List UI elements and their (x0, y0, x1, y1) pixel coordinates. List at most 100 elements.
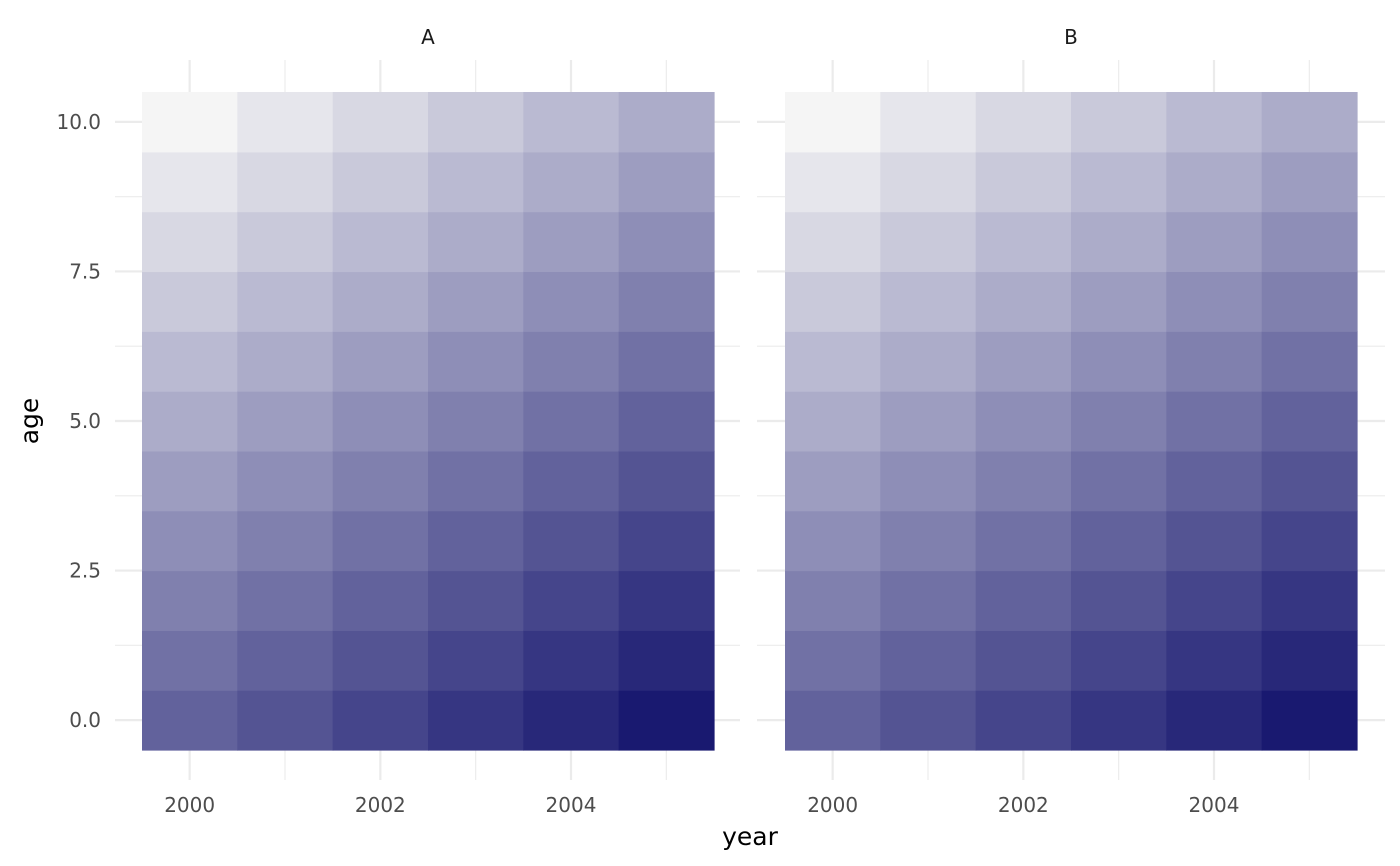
heatmap-cell (975, 331, 1072, 392)
heatmap-cell (142, 331, 238, 392)
heatmap-cell (880, 570, 977, 631)
heatmap-cell (1071, 690, 1167, 751)
heatmap-cell (142, 391, 238, 452)
heatmap-cell (1261, 211, 1358, 273)
x-tick-label: 2002 (355, 793, 406, 817)
panel-a-x-tick-labels: 2000 2002 2004 (164, 793, 596, 817)
heatmap-cell (618, 690, 715, 751)
heatmap-cell (785, 211, 881, 273)
heatmap-cell (332, 690, 429, 751)
heatmap-cell (975, 450, 1072, 512)
y-tick-label: 7.5 (69, 259, 101, 283)
heatmap-cell (237, 630, 334, 691)
heatmap-cell (785, 92, 881, 153)
heatmap-cell (1166, 510, 1263, 572)
y-tick-label: 2.5 (69, 559, 101, 583)
heatmap-cell (142, 151, 238, 213)
heatmap-cell (975, 690, 1072, 751)
x-tick-label: 2000 (164, 793, 215, 817)
heatmap-cell (975, 92, 1072, 153)
heatmap-cell (1071, 510, 1167, 572)
heatmap-cell (237, 331, 334, 392)
heatmap-cell (880, 630, 977, 691)
heatmap-cell (332, 331, 429, 392)
heatmap-cell (523, 391, 620, 452)
heatmap-cell (975, 151, 1072, 213)
heatmap-cell (523, 271, 620, 332)
panel-b-strip-label: B (1064, 25, 1078, 49)
heatmap-cell (1261, 391, 1358, 452)
heatmap-cell (332, 391, 429, 452)
heatmap-cell (785, 570, 881, 631)
heatmap-cell (428, 151, 524, 213)
heatmap-cell (618, 630, 715, 691)
heatmap-cell (975, 211, 1072, 273)
heatmap-cell (618, 331, 715, 392)
heatmap-cell (332, 510, 429, 572)
y-tick-label: 5.0 (69, 409, 101, 433)
x-tick-label: 2002 (998, 793, 1049, 817)
heatmap-cell (880, 211, 977, 273)
heatmap-cell (618, 92, 715, 153)
heatmap-cell (1166, 391, 1263, 452)
heatmap-cell (523, 690, 620, 751)
panel-b-x-tick-labels: 2000 2002 2004 (807, 793, 1239, 817)
heatmap-cell (332, 92, 429, 153)
heatmap-cell (618, 211, 715, 273)
heatmap-cell (1071, 151, 1167, 213)
heatmap-cell (618, 151, 715, 213)
panel-b-cells (785, 92, 1358, 751)
heatmap-cell (142, 630, 238, 691)
heatmap-cell (1261, 630, 1358, 691)
heatmap-cell (785, 331, 881, 392)
heatmap-cell (523, 92, 620, 153)
heatmap-cell (428, 690, 524, 751)
heatmap-cell (523, 450, 620, 512)
heatmap-cell (785, 510, 881, 572)
y-tick-label: 0.0 (69, 708, 101, 732)
heatmap-cell (880, 510, 977, 572)
heatmap-cell (428, 211, 524, 273)
heatmap-cell (523, 570, 620, 631)
heatmap-cell (1261, 271, 1358, 332)
heatmap-cell (1166, 690, 1263, 751)
heatmap-cell (1071, 391, 1167, 452)
heatmap-cell (785, 151, 881, 213)
heatmap-cell (428, 271, 524, 332)
heatmap-cell (1071, 211, 1167, 273)
heatmap-cell (1261, 450, 1358, 512)
heatmap-cell (237, 211, 334, 273)
heatmap-cell (332, 450, 429, 512)
heatmap-cell (237, 510, 334, 572)
y-tick-labels: 0.0 2.5 5.0 7.5 10.0 (56, 110, 101, 732)
heatmap-cell (880, 92, 977, 153)
heatmap-cell (1261, 510, 1358, 572)
heatmap-cell (880, 391, 977, 452)
heatmap-cell (237, 391, 334, 452)
x-tick-label: 2004 (1189, 793, 1240, 817)
heatmap-cell (142, 271, 238, 332)
heatmap-cell (1071, 92, 1167, 153)
x-tick-label: 2004 (546, 793, 597, 817)
heatmap-cell (142, 450, 238, 512)
heatmap-cell (1071, 331, 1167, 392)
heatmap-cell (523, 151, 620, 213)
heatmap-cell (785, 630, 881, 691)
heatmap-cell (1166, 331, 1263, 392)
heatmap-cell (142, 211, 238, 273)
heatmap-cell (142, 690, 238, 751)
heatmap-cell (237, 151, 334, 213)
heatmap-cell (618, 450, 715, 512)
heatmap-cell (523, 630, 620, 691)
heatmap-cell (975, 630, 1072, 691)
heatmap-cell (785, 271, 881, 332)
heatmap-cell (332, 151, 429, 213)
heatmap-cell (1261, 92, 1358, 153)
heatmap-cell (428, 92, 524, 153)
heatmap-cell (1166, 570, 1263, 631)
heatmap-cell (1166, 630, 1263, 691)
heatmap-cell (332, 271, 429, 332)
heatmap-cell (880, 331, 977, 392)
heatmap-cell (142, 510, 238, 572)
heatmap-cell (237, 570, 334, 631)
